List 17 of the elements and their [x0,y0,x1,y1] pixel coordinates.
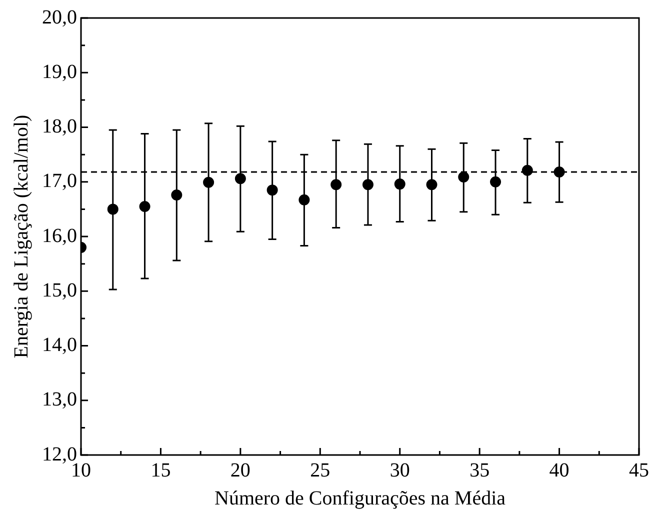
y-axis-title: Energia de Ligação (kcal/mol) [10,114,32,358]
y-tick-label: 20,0 [42,6,77,28]
x-tick-label: 25 [310,459,330,482]
x-axis-title: Número de Configurações na Média [214,487,506,510]
x-tick-label: 20 [230,459,250,482]
x-tick-label: 15 [150,459,171,482]
y-tick-label: 14,0 [42,334,77,356]
x-tick-label: 35 [470,459,490,482]
y-tick-label: 15,0 [42,279,77,302]
y-tick-label: 16,0 [42,224,77,247]
y-tick-label: 19,0 [42,60,77,83]
x-tick-label: 30 [390,459,410,482]
y-tick-label: 13,0 [42,388,77,411]
y-tick-label: 17,0 [42,170,77,192]
x-tick-label: 40 [549,459,570,482]
x-tick-label: 45 [629,459,649,482]
y-tick-label: 18,0 [42,116,77,138]
